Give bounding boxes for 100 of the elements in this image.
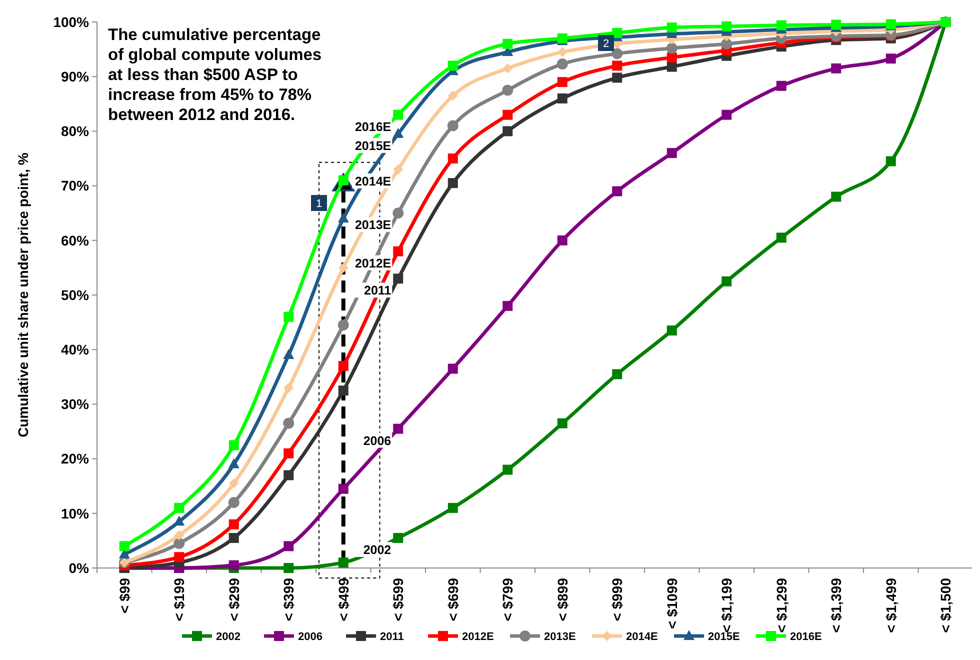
point bbox=[886, 54, 896, 64]
point bbox=[284, 541, 294, 552]
text: 2015E bbox=[354, 138, 392, 153]
x-tick-label: < $1,499 bbox=[882, 578, 899, 633]
x-tick-label: < $399 bbox=[280, 578, 297, 622]
point bbox=[502, 110, 513, 120]
text: 2012E bbox=[354, 256, 392, 270]
x-tick-label: < $299 bbox=[226, 578, 242, 622]
point bbox=[228, 560, 239, 570]
x-tick-label: < $999 bbox=[609, 578, 626, 622]
point bbox=[776, 80, 786, 91]
point bbox=[448, 60, 458, 71]
point bbox=[612, 72, 622, 83]
point bbox=[174, 538, 185, 549]
text: 2014E bbox=[354, 174, 392, 188]
point bbox=[448, 364, 458, 374]
legend-label: 2012E bbox=[462, 630, 494, 643]
point bbox=[228, 519, 239, 530]
legend-label: 2002 bbox=[216, 630, 240, 643]
text: 2016E bbox=[354, 120, 392, 134]
point bbox=[393, 246, 404, 256]
y-axis-title: Cumulative unit share under price point, % bbox=[15, 152, 31, 438]
point bbox=[392, 208, 404, 219]
y-tick-label: 40% bbox=[60, 342, 90, 358]
annotation: The cumulative percentage of global compute volumes at less than $500 ASP to increase from 45% to 78% between 2012 and 2016. bbox=[108, 26, 322, 124]
point bbox=[228, 532, 239, 543]
point bbox=[722, 276, 732, 286]
point bbox=[338, 212, 349, 223]
point bbox=[448, 178, 458, 188]
annotation: 2 bbox=[602, 38, 610, 50]
point bbox=[666, 62, 677, 72]
point bbox=[447, 120, 458, 132]
point bbox=[174, 502, 184, 513]
point bbox=[831, 20, 842, 30]
point bbox=[612, 48, 623, 60]
y-tick-label: 70% bbox=[60, 178, 90, 194]
y-tick-label: 80% bbox=[60, 123, 90, 140]
point bbox=[393, 532, 404, 543]
point bbox=[338, 386, 348, 396]
point bbox=[448, 502, 458, 513]
point bbox=[776, 20, 786, 30]
point bbox=[502, 84, 514, 96]
point bbox=[283, 349, 294, 360]
y-tick-label: 60% bbox=[60, 232, 90, 248]
point bbox=[557, 93, 568, 104]
point bbox=[721, 38, 732, 50]
point bbox=[393, 274, 404, 284]
x-tick-label: < $1,299 bbox=[773, 578, 790, 633]
legend-label: 2006 bbox=[298, 630, 322, 643]
y-tick-label: 0% bbox=[68, 560, 90, 576]
point bbox=[338, 320, 349, 331]
x-tick-label: < $1,399 bbox=[828, 578, 844, 633]
y-tick-label: 30% bbox=[60, 396, 90, 412]
point bbox=[393, 110, 404, 120]
point bbox=[612, 28, 622, 38]
point bbox=[502, 300, 513, 311]
point bbox=[448, 154, 458, 164]
point bbox=[557, 418, 568, 428]
point bbox=[666, 52, 677, 62]
point bbox=[666, 22, 677, 32]
y-tick-label: 100% bbox=[53, 14, 90, 30]
x-tick-label: < $699 bbox=[444, 578, 461, 622]
legend-label: 2014E bbox=[626, 630, 658, 643]
point bbox=[557, 235, 568, 246]
point bbox=[557, 47, 568, 58]
point bbox=[831, 192, 842, 202]
point bbox=[776, 232, 786, 243]
x-tick-label: < $599 bbox=[390, 578, 406, 622]
point bbox=[502, 63, 513, 74]
point bbox=[284, 382, 294, 393]
point bbox=[556, 58, 568, 70]
x-tick-label: < $899 bbox=[554, 578, 570, 622]
x-tick-label: < $499 bbox=[335, 578, 352, 622]
text: 2011 bbox=[364, 284, 392, 298]
point bbox=[612, 186, 622, 196]
point bbox=[228, 496, 240, 508]
y-tick-label: 10% bbox=[60, 505, 90, 522]
x-tick-label: < $1,199 bbox=[718, 578, 735, 633]
point bbox=[502, 38, 513, 49]
text: 2006 bbox=[363, 434, 392, 448]
point bbox=[448, 90, 458, 101]
point bbox=[831, 63, 842, 74]
point bbox=[666, 148, 677, 158]
point bbox=[284, 448, 294, 458]
point bbox=[338, 558, 348, 568]
point bbox=[228, 478, 239, 488]
x-tick-label: < $199 bbox=[171, 578, 188, 622]
point bbox=[502, 126, 513, 136]
point bbox=[393, 424, 404, 434]
legend-label: 2011 bbox=[380, 630, 404, 643]
point bbox=[283, 418, 294, 429]
point bbox=[228, 440, 239, 450]
point bbox=[502, 464, 513, 475]
point bbox=[666, 325, 677, 336]
point bbox=[612, 369, 622, 380]
point bbox=[228, 458, 240, 468]
point bbox=[722, 110, 732, 120]
point bbox=[393, 164, 404, 174]
x-tick-label: < $799 bbox=[500, 578, 516, 622]
point bbox=[338, 360, 348, 371]
